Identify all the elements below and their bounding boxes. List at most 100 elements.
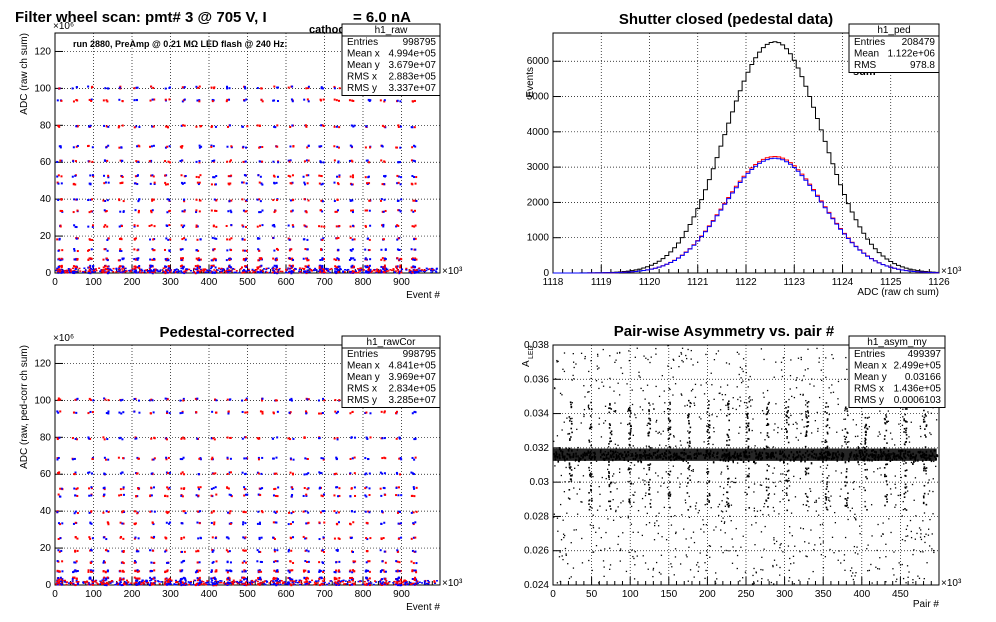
data-point <box>337 511 340 514</box>
data-point <box>75 560 78 563</box>
data-point <box>289 411 292 414</box>
data-point <box>198 578 201 581</box>
data-point <box>686 441 689 444</box>
data-point <box>608 472 610 475</box>
y-tick-label: 3000 <box>527 162 550 173</box>
data-point <box>226 145 229 148</box>
data-point <box>141 579 144 582</box>
data-point <box>90 522 93 525</box>
data-point <box>260 258 263 261</box>
data-point <box>227 210 230 213</box>
data-point <box>210 569 213 572</box>
data-point <box>168 522 171 525</box>
data-point <box>322 457 325 460</box>
data-point <box>91 579 94 582</box>
data-point <box>303 436 306 439</box>
data-point <box>211 271 214 273</box>
data-point <box>274 521 277 524</box>
data-point <box>608 443 610 445</box>
data-point <box>215 493 218 496</box>
data-point <box>76 124 79 127</box>
data-point <box>352 99 355 102</box>
data-point <box>121 100 124 103</box>
data-point <box>260 98 263 101</box>
data-point <box>706 468 709 470</box>
data-point <box>608 411 611 414</box>
data-point <box>213 269 216 271</box>
data-point <box>289 560 292 563</box>
data-point <box>319 271 322 274</box>
data-point <box>199 457 202 460</box>
data-point <box>416 271 419 274</box>
data-point <box>183 582 186 585</box>
data-point <box>227 487 230 490</box>
data-point <box>258 160 261 163</box>
data-point <box>396 550 399 553</box>
data-point <box>305 125 308 128</box>
data-point <box>229 258 232 261</box>
data-point <box>350 265 353 268</box>
data-point <box>198 258 201 261</box>
data-point <box>314 582 317 585</box>
data-point <box>122 210 125 213</box>
data-point <box>82 581 85 583</box>
data-point <box>182 560 185 563</box>
data-point <box>199 268 202 271</box>
data-point <box>423 583 426 585</box>
data-point <box>168 98 171 101</box>
data-point <box>308 267 311 270</box>
data-point <box>134 175 137 178</box>
data-point <box>364 146 367 149</box>
data-point <box>401 581 404 584</box>
data-point <box>383 271 386 273</box>
data-point <box>648 431 651 434</box>
data-point <box>121 124 124 127</box>
data-point <box>383 259 386 262</box>
data-point <box>335 472 338 475</box>
data-point <box>104 199 107 202</box>
data-point <box>197 176 200 179</box>
data-point <box>689 426 692 429</box>
data-point <box>689 431 691 433</box>
data-point <box>287 577 290 580</box>
x-tick-label: 400 <box>201 589 218 600</box>
data-point <box>305 580 308 582</box>
data-point <box>288 257 291 260</box>
data-point <box>289 145 292 148</box>
data-point <box>260 510 263 513</box>
data-point <box>119 85 122 88</box>
data-point <box>152 144 155 147</box>
data-point <box>368 249 371 252</box>
x-tick-label: 800 <box>355 589 372 600</box>
data-point <box>413 458 416 461</box>
data-point <box>228 264 231 267</box>
data-point <box>414 437 417 440</box>
data-point <box>163 582 166 585</box>
data-point <box>411 456 414 459</box>
data-point <box>87 225 90 228</box>
data-point <box>398 457 401 460</box>
data-point <box>96 583 99 585</box>
data-point <box>298 580 301 583</box>
data-point <box>126 579 129 582</box>
data-point <box>241 437 244 440</box>
data-point <box>569 474 572 477</box>
data-point <box>412 536 415 539</box>
data-point <box>190 580 193 583</box>
stats-value: 3.285e+07 <box>388 395 436 406</box>
data-point <box>383 264 386 267</box>
data-point <box>61 560 64 563</box>
data-point <box>292 225 295 228</box>
data-point <box>431 268 434 271</box>
y-axis-label: ADC (raw ch sum) <box>19 33 30 115</box>
data-point <box>610 408 613 410</box>
data-point <box>667 472 670 475</box>
data-point <box>397 124 400 127</box>
data-point <box>569 420 571 422</box>
data-point <box>290 182 293 185</box>
data-point <box>412 210 415 213</box>
data-point <box>261 224 264 227</box>
data-point <box>163 248 166 251</box>
data-point <box>116 581 119 584</box>
data-point <box>196 397 199 400</box>
